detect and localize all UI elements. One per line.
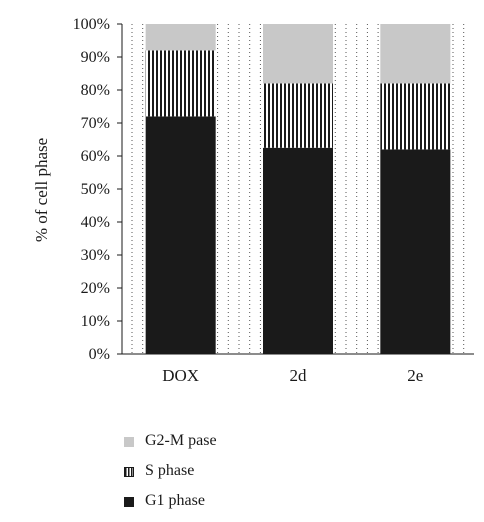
y-tick-label: 90%	[81, 49, 110, 66]
y-tick-label: 70%	[81, 115, 110, 132]
bar-segment	[263, 83, 333, 148]
y-tick-label: 30%	[81, 247, 110, 264]
bar-segment	[263, 24, 333, 84]
stacked-bar-chart: 0% 10% 20% 30% 40% 50% 60% 70% 80% 90% 100% DOX 2d 2e…	[32, 16, 474, 385]
legend-label: G2-M pase	[145, 432, 217, 449]
x-tick-label: 2d	[290, 366, 308, 385]
legend-swatch	[124, 497, 134, 507]
bar-segment	[380, 24, 451, 84]
axes: 0% 10% 20% 30% 40% 50% 60% 70% 80% 90% 100% DOX 2d 2e	[73, 16, 474, 385]
legend-swatch	[124, 467, 134, 477]
y-axis-title: % of cell phase	[32, 138, 51, 242]
y-tick-label: 100%	[73, 16, 110, 33]
x-tick-label: 2e	[407, 366, 423, 385]
bar-segment	[380, 83, 451, 150]
bar-segment	[145, 24, 216, 51]
y-tick-label: 60%	[81, 148, 110, 165]
y-tick-label: 80%	[81, 82, 110, 99]
bar-segment	[380, 149, 451, 354]
bar-segment	[145, 50, 216, 117]
bars	[145, 24, 451, 355]
y-tick-label: 0%	[89, 346, 110, 363]
bar-segment	[263, 147, 333, 354]
y-tick-label: 50%	[81, 181, 110, 198]
legend-swatch	[124, 437, 134, 447]
y-tick-label: 40%	[81, 214, 110, 231]
bar-segment	[145, 116, 216, 355]
y-tick-label: 20%	[81, 280, 110, 297]
y-tick-label: 10%	[81, 313, 110, 330]
legend-label: S phase	[145, 462, 195, 479]
x-tick-label: DOX	[162, 366, 199, 385]
